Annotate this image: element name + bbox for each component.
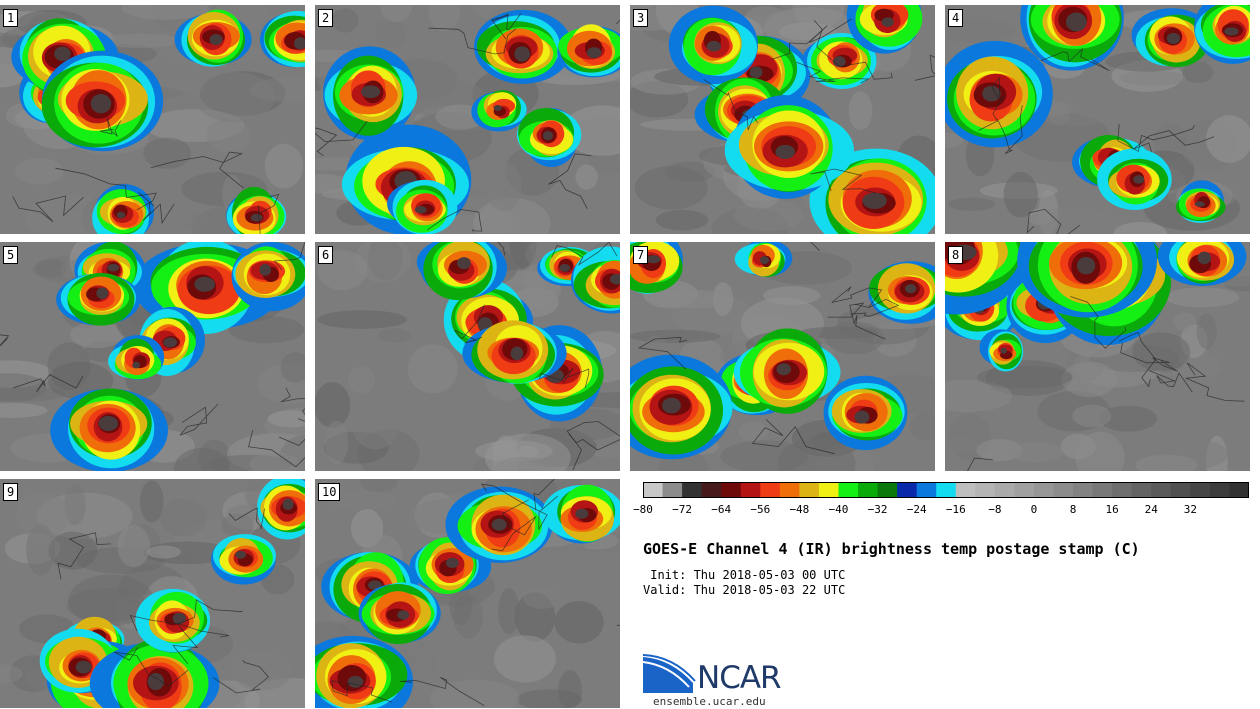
member-panel-10[interactable]: 10: [315, 479, 620, 708]
member-number: 9: [3, 483, 19, 501]
colorbar-tick-label: 24: [1144, 503, 1158, 516]
member-panel-1[interactable]: 1: [0, 5, 305, 234]
colorbar-swatch: [1190, 482, 1211, 498]
colorbar-swatch: [916, 482, 937, 498]
valid-time: Valid: Thu 2018-05-03 22 UTC: [643, 583, 846, 597]
ncar-logo-icon: [643, 654, 696, 693]
colorbar-swatch: [994, 482, 1015, 498]
ir-map-1: [0, 5, 305, 234]
member-number: 6: [318, 246, 334, 264]
member-panel-3[interactable]: 3: [630, 5, 935, 234]
colorbar-swatch: [779, 482, 800, 498]
colorbar-border: [643, 482, 1249, 498]
colorbar-swatch: [682, 482, 703, 498]
colorbar-swatch: [1033, 482, 1055, 498]
colorbar-swatch: [1053, 482, 1074, 498]
ir-map-6: [315, 242, 620, 471]
logo-url[interactable]: ensemble.ucar.edu: [653, 695, 766, 708]
colorbar-tick-label: 32: [1183, 503, 1197, 516]
member-panel-6[interactable]: 6: [315, 242, 620, 471]
ncar-logo-text: NCAR: [697, 660, 782, 696]
member-number: 1: [3, 9, 19, 27]
colorbar-swatch: [1209, 482, 1230, 498]
colorbar-tick-label: −80: [633, 503, 653, 516]
member-panel-9[interactable]: 9: [0, 479, 305, 708]
member-number: 5: [3, 246, 19, 264]
ir-map-2: [315, 5, 620, 234]
ir-map-7: [630, 242, 935, 471]
colorbar-tick-label: −64: [711, 503, 732, 516]
colorbar-tick-label: −8: [988, 503, 1002, 516]
colorbar-swatch: [1092, 482, 1113, 498]
colorbar-tick-label: −16: [945, 503, 966, 516]
colorbar-tick-label: −32: [867, 503, 888, 516]
colorbar-swatch: [1112, 482, 1133, 498]
colorbar-swatch: [1170, 482, 1191, 498]
init-time: Init: Thu 2018-05-03 00 UTC: [643, 568, 846, 582]
colorbar-swatch: [818, 482, 839, 498]
ir-map-9: [0, 479, 305, 708]
colorbar-swatch: [858, 482, 879, 498]
colorbar-swatch: [1229, 482, 1249, 498]
temperature-colorbar: [643, 482, 1249, 498]
colorbar-tick-label: −72: [672, 503, 693, 516]
colorbar-swatch: [877, 482, 898, 498]
figure-title: GOES-E Channel 4 (IR) brightness temp po…: [643, 540, 1140, 558]
member-number: 10: [318, 483, 341, 501]
colorbar-swatch: [643, 482, 664, 498]
ir-map-4: [945, 5, 1250, 234]
colorbar-swatch: [701, 482, 722, 498]
colorbar-swatch: [662, 482, 683, 498]
colorbar-tick-labels: −80 −72 −64 −56 −48 −40 −32 −24 −16 −8 0 8 16 24 32: [633, 503, 1253, 519]
colorbar-swatch: [1131, 482, 1152, 498]
colorbar-swatch: [1151, 482, 1172, 498]
member-panel-7[interactable]: 7: [630, 242, 935, 471]
member-number: 7: [633, 246, 649, 264]
colorbar-swatch: [799, 482, 820, 498]
colorbar-swatch: [760, 482, 781, 498]
ir-map-10: [315, 479, 620, 708]
member-panel-2[interactable]: 2: [315, 5, 620, 234]
colorbar-tick-label: −40: [828, 503, 849, 516]
ir-map-3: [630, 5, 935, 234]
colorbar-swatch: [1073, 482, 1094, 498]
colorbar-tick-label: 0: [1030, 503, 1038, 516]
colorbar-swatch: [721, 482, 742, 498]
colorbar-tick-label: 16: [1105, 503, 1119, 516]
ir-map-5: [0, 242, 305, 471]
colorbar-swatch: [936, 482, 957, 498]
member-number: 2: [318, 9, 334, 27]
colorbar-swatch: [838, 482, 859, 498]
colorbar-tick-label: 8: [1069, 503, 1077, 516]
colorbar-swatch: [897, 482, 918, 498]
member-number: 8: [948, 246, 964, 264]
colorbar-swatch: [1014, 482, 1035, 498]
colorbar-swatch: [955, 482, 976, 498]
member-panel-5[interactable]: 5: [0, 242, 305, 471]
member-panel-8[interactable]: 8: [945, 242, 1250, 471]
member-panel-4[interactable]: 4: [945, 5, 1250, 234]
colorbar-tick-label: −48: [789, 503, 810, 516]
colorbar-tick-label: −24: [906, 503, 927, 516]
colorbar-tick-label: −56: [750, 503, 771, 516]
ir-map-8: [945, 242, 1250, 471]
colorbar-swatch: [740, 482, 761, 498]
colorbar-swatch: [975, 482, 996, 498]
member-number: 3: [633, 9, 649, 27]
member-number: 4: [948, 9, 964, 27]
